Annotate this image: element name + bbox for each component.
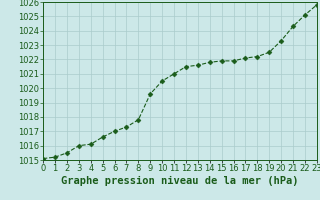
X-axis label: Graphe pression niveau de la mer (hPa): Graphe pression niveau de la mer (hPa) <box>61 176 299 186</box>
